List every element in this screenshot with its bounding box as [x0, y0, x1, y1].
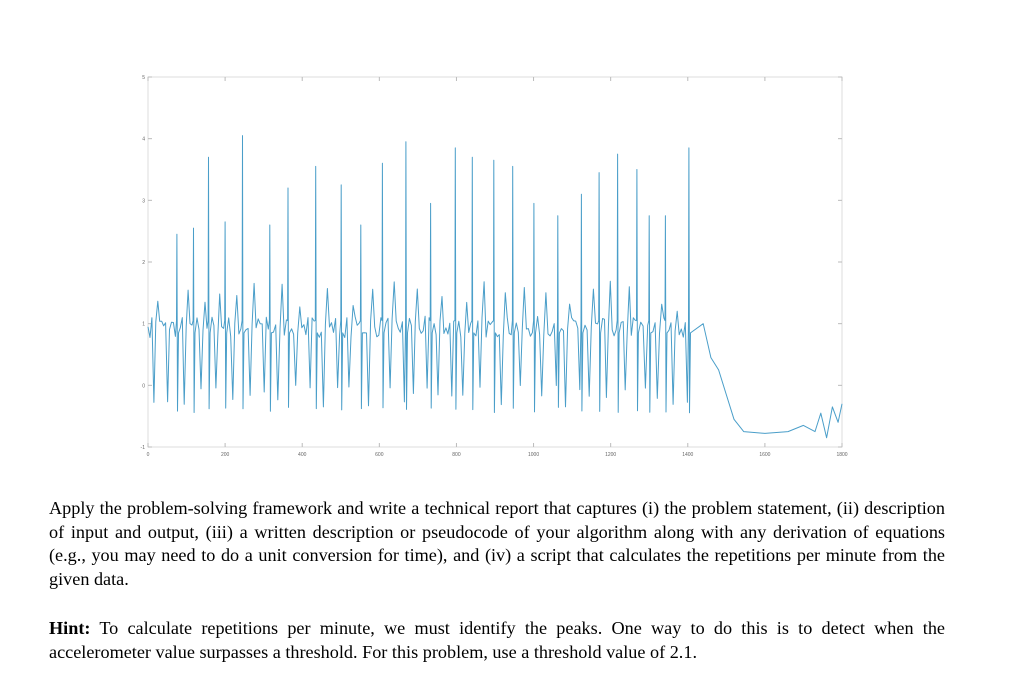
hint-label: Hint:: [49, 618, 91, 638]
x-tick-label: 200: [221, 452, 230, 458]
y-tick-label: -1: [141, 445, 146, 451]
x-tick-label: 0: [147, 452, 150, 458]
task-paragraph: Apply the problem-solving framework and …: [49, 498, 945, 589]
y-tick-label: 5: [142, 75, 145, 81]
x-tick-label: 1800: [836, 452, 847, 458]
x-tick-label: 1600: [759, 452, 770, 458]
hint-text: To calculate repetitions per minute, we …: [49, 618, 945, 662]
hint-paragraph: Hint: To calculate repetitions per minut…: [49, 617, 945, 664]
y-tick-label: 2: [142, 260, 145, 266]
y-tick-label: 0: [142, 383, 145, 389]
x-tick-label: 600: [375, 452, 384, 458]
x-tick-label: 1000: [528, 452, 539, 458]
accelerometer-chart: 0 200 400 600 800 1000 1200 1400 1600 1800-101234…: [141, 75, 848, 458]
y-tick-label: 4: [142, 137, 145, 143]
y-tick-label: 3: [142, 198, 145, 204]
x-tick-label: 1400: [682, 452, 693, 458]
accelerometer-signal-line: [147, 135, 843, 439]
x-tick-label: 800: [452, 452, 461, 458]
x-tick-label: 1200: [605, 452, 616, 458]
x-tick-label: 400: [298, 452, 307, 458]
y-tick-label: 1: [142, 322, 145, 328]
